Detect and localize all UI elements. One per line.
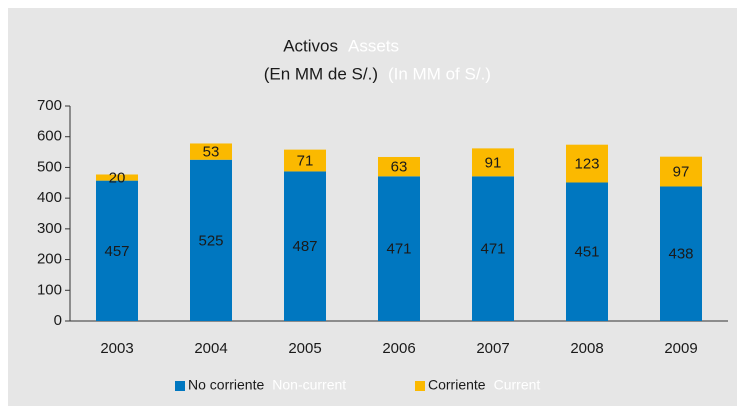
y-tick-label: 500 — [37, 158, 62, 175]
y-tick-label: 400 — [37, 189, 62, 206]
chart-title: Activos — [283, 36, 338, 55]
x-tick-label: 2003 — [100, 340, 133, 357]
value-label: 20 — [109, 170, 126, 187]
value-label: 91 — [485, 154, 502, 171]
bar-segment — [378, 176, 420, 321]
bar-segment — [96, 174, 138, 181]
y-tick-label: 0 — [54, 312, 62, 329]
value-label: 71 — [297, 152, 314, 169]
bar-segment — [284, 171, 326, 321]
legend-label: Corriente — [428, 377, 486, 393]
bar-segment — [660, 186, 702, 321]
value-label: 471 — [480, 241, 505, 258]
chart-subtitle: (En MM de S/.) — [264, 64, 378, 83]
legend-label-en: Current — [494, 377, 541, 393]
bar-segment — [190, 159, 232, 321]
bar-segment — [284, 149, 326, 172]
x-tick-label: 2007 — [476, 340, 509, 357]
value-label: 123 — [574, 156, 599, 173]
legend-swatch — [415, 381, 425, 391]
y-tick-label: 200 — [37, 251, 62, 268]
value-label: 487 — [292, 238, 317, 255]
bar-segment — [472, 176, 514, 321]
value-label: 457 — [104, 243, 129, 260]
x-tick-label: 2008 — [570, 340, 603, 357]
bar-segment — [190, 143, 232, 160]
y-tick-label: 300 — [37, 220, 62, 237]
bar-segment — [566, 182, 608, 321]
bar-segment — [378, 156, 420, 177]
legend-label-en: Non-current — [272, 377, 346, 393]
x-tick-label: 2004 — [194, 340, 227, 357]
bar-segment — [96, 180, 138, 321]
chart-subtitle-en: (In MM of S/.) — [388, 64, 491, 83]
y-tick-label: 600 — [37, 128, 62, 145]
value-label: 451 — [574, 244, 599, 261]
chart-title-en: Assets — [348, 36, 399, 55]
value-label: 525 — [198, 232, 223, 249]
legend-swatch — [175, 381, 185, 391]
value-label: 53 — [203, 144, 220, 161]
x-tick-label: 2005 — [288, 340, 321, 357]
y-tick-label: 100 — [37, 281, 62, 298]
value-label: 63 — [391, 159, 408, 176]
bar-segment — [660, 156, 702, 187]
value-label: 471 — [386, 241, 411, 258]
bar-segment — [472, 148, 514, 177]
legend-label: No corriente — [188, 377, 264, 393]
x-tick-label: 2009 — [664, 340, 697, 357]
x-tick-label: 2006 — [382, 340, 415, 357]
value-label: 97 — [673, 164, 690, 181]
y-tick-label: 700 — [37, 97, 62, 114]
value-label: 438 — [668, 246, 693, 263]
bar-segment — [566, 144, 608, 183]
